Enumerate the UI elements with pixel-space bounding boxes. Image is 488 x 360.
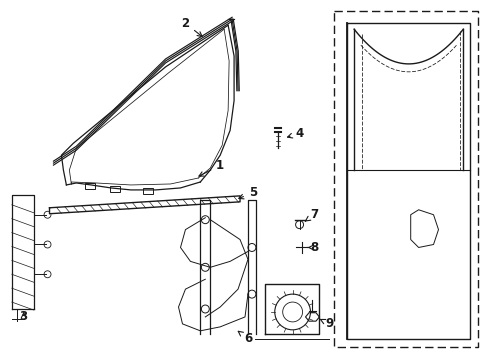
Text: 9: 9 — [319, 318, 333, 330]
Bar — [85, 183, 95, 189]
Bar — [110, 186, 120, 192]
Text: 8: 8 — [307, 241, 318, 254]
Polygon shape — [49, 196, 240, 214]
Text: 2: 2 — [181, 17, 202, 37]
Text: 5: 5 — [238, 186, 257, 199]
Text: 6: 6 — [238, 331, 252, 345]
Text: 7: 7 — [305, 208, 318, 221]
Bar — [142, 188, 152, 194]
Text: 3: 3 — [20, 310, 28, 323]
Text: 1: 1 — [199, 159, 224, 176]
Text: 4: 4 — [287, 127, 303, 140]
